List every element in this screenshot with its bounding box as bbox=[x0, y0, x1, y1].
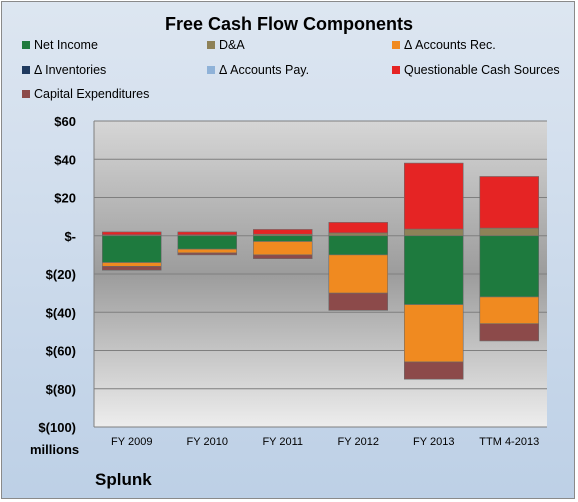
legend-item: D&A bbox=[207, 38, 245, 52]
bar-segment bbox=[177, 235, 237, 250]
legend-label: Capital Expenditures bbox=[34, 87, 150, 101]
legend-item: Net Income bbox=[22, 38, 98, 52]
x-tick-label: FY 2011 bbox=[262, 436, 303, 448]
y-tick-label: $(100) bbox=[38, 420, 76, 435]
bar-segment bbox=[404, 228, 464, 237]
legend-label: Questionable Cash Sources bbox=[404, 63, 560, 77]
legend-swatch bbox=[22, 66, 30, 74]
x-tick-label: TTM 4-2013 bbox=[479, 436, 539, 448]
legend-label: Δ Accounts Rec. bbox=[404, 38, 496, 52]
bar-segment bbox=[253, 241, 313, 256]
y-tick-label: $- bbox=[64, 229, 76, 244]
bar-segment bbox=[102, 231, 162, 236]
legend-label: D&A bbox=[219, 38, 245, 52]
bar-segment bbox=[404, 304, 464, 363]
bar-segment bbox=[404, 235, 464, 305]
legend-item: Δ Inventories bbox=[22, 63, 106, 77]
chart-title: Free Cash Flow Components bbox=[164, 14, 414, 34]
bar-segment bbox=[253, 235, 313, 242]
bar-segment bbox=[479, 227, 539, 237]
bar-segment bbox=[479, 323, 539, 342]
bar-segment bbox=[177, 248, 237, 254]
bar-segment bbox=[328, 292, 388, 311]
company-label: Splunk bbox=[95, 470, 152, 489]
y-tick-label: $40 bbox=[54, 152, 76, 167]
bar-segment bbox=[102, 266, 162, 271]
bar-segment bbox=[102, 235, 162, 263]
bar-segment bbox=[479, 176, 539, 229]
y-tick-label: $(80) bbox=[46, 382, 76, 397]
bar-segment bbox=[328, 222, 388, 234]
legend-item: Δ Accounts Pay. bbox=[207, 63, 309, 77]
legend-swatch bbox=[22, 90, 30, 98]
bar-segment bbox=[328, 235, 388, 256]
y-tick-label: $(20) bbox=[46, 267, 76, 282]
legend-label: Δ Inventories bbox=[34, 63, 107, 77]
legend-item: Questionable Cash Sources bbox=[392, 63, 560, 77]
legend-item: Δ Accounts Rec. bbox=[392, 38, 496, 52]
x-tick-label: FY 2010 bbox=[187, 436, 228, 448]
bar-segment bbox=[479, 296, 539, 325]
y-tick-label: $(40) bbox=[46, 305, 76, 320]
legend-swatch bbox=[207, 41, 215, 49]
y-tick-label: $60 bbox=[54, 114, 76, 129]
bar-segment bbox=[328, 232, 388, 237]
legend-swatch bbox=[22, 41, 30, 49]
bar-segment bbox=[404, 361, 464, 380]
x-tick-label: FY 2009 bbox=[111, 436, 152, 448]
legend-swatch bbox=[207, 66, 215, 74]
x-tick-label: FY 2013 bbox=[413, 436, 454, 448]
bar-segment bbox=[404, 162, 464, 230]
bar-segment bbox=[177, 252, 237, 256]
y-tick-label: $20 bbox=[54, 191, 76, 206]
bar-segment bbox=[253, 254, 313, 260]
bar-segment bbox=[328, 254, 388, 294]
legend-label: Δ Accounts Pay. bbox=[219, 63, 310, 77]
bar-segment bbox=[102, 262, 162, 267]
legend-swatch bbox=[392, 66, 400, 74]
units-label: millions bbox=[30, 442, 80, 457]
x-tick-label: FY 2012 bbox=[338, 436, 379, 448]
y-tick-label: $(60) bbox=[46, 344, 76, 359]
legend-swatch bbox=[392, 41, 400, 49]
legend-label: Net Income bbox=[34, 38, 98, 52]
bar-segment bbox=[177, 231, 237, 236]
bar-segment bbox=[479, 235, 539, 298]
legend-item: Capital Expenditures bbox=[22, 87, 149, 101]
bar-segment bbox=[253, 229, 313, 235]
